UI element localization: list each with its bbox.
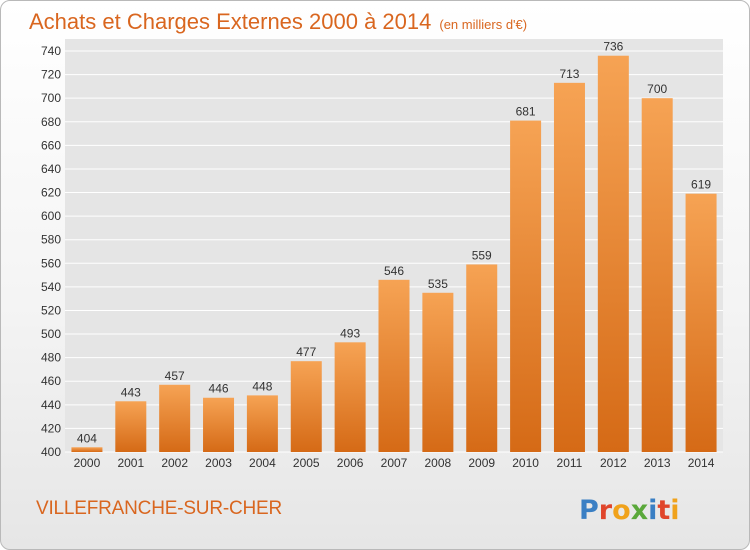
svg-text:Proxiti: Proxiti bbox=[579, 495, 680, 526]
bar-2007 bbox=[378, 279, 410, 452]
chart-title-text: Achats et Charges Externes 2000 à 2014 bbox=[29, 9, 432, 34]
value-label: 713 bbox=[559, 67, 579, 81]
bar-2000 bbox=[71, 447, 103, 452]
x-tick-label: 2008 bbox=[425, 456, 452, 470]
y-tick-label: 720 bbox=[41, 68, 61, 82]
x-tick-label: 2014 bbox=[688, 456, 715, 470]
y-tick-label: 440 bbox=[41, 398, 61, 412]
chart-subtitle: (en milliers d'€) bbox=[439, 17, 528, 32]
y-tick-label: 460 bbox=[41, 374, 61, 388]
value-label: 448 bbox=[252, 379, 272, 393]
x-tick-label: 2002 bbox=[161, 456, 188, 470]
y-tick-label: 560 bbox=[41, 256, 61, 270]
value-label: 477 bbox=[296, 345, 316, 359]
x-tick-label: 2000 bbox=[74, 456, 101, 470]
value-label: 404 bbox=[77, 431, 97, 445]
value-label: 559 bbox=[472, 248, 492, 262]
y-tick-label: 660 bbox=[41, 138, 61, 152]
proxiti-logo: Proxiti bbox=[579, 495, 680, 526]
x-tick-label: 2006 bbox=[337, 456, 364, 470]
value-label: 446 bbox=[209, 382, 229, 396]
x-tick-label: 2012 bbox=[600, 456, 627, 470]
x-tick-label: 2013 bbox=[644, 456, 671, 470]
y-tick-label: 600 bbox=[41, 209, 61, 223]
value-label: 443 bbox=[121, 385, 141, 399]
x-tick-label: 2005 bbox=[293, 456, 320, 470]
y-tick-label: 640 bbox=[41, 162, 61, 176]
bar-2005 bbox=[290, 361, 322, 452]
bar-2012 bbox=[597, 55, 629, 452]
value-labels: 404 443 457 446 448 477 493 546 535 559 681 713 736 7… bbox=[77, 40, 711, 446]
value-label: 457 bbox=[165, 369, 185, 383]
bar-2014 bbox=[685, 193, 717, 453]
value-label: 546 bbox=[384, 264, 404, 278]
value-label: 700 bbox=[647, 82, 667, 96]
bar-2003 bbox=[203, 397, 235, 452]
bar-2011 bbox=[553, 82, 585, 452]
y-tick-label: 540 bbox=[41, 280, 61, 294]
bar-2008 bbox=[422, 292, 454, 452]
x-tick-label: 2004 bbox=[249, 456, 276, 470]
y-tick-label: 740 bbox=[41, 44, 61, 58]
value-label: 619 bbox=[691, 178, 711, 192]
chart-title: Achats et Charges Externes 2000 à 2014 (e… bbox=[29, 9, 527, 35]
bar-2010 bbox=[510, 120, 542, 452]
value-label: 736 bbox=[603, 40, 623, 54]
y-tick-label: 480 bbox=[41, 351, 61, 365]
x-tick-label: 2011 bbox=[557, 456, 583, 470]
y-tick-label: 700 bbox=[41, 91, 61, 105]
x-tick-label: 2007 bbox=[381, 456, 408, 470]
value-label: 681 bbox=[516, 105, 536, 119]
y-tick-label: 620 bbox=[41, 186, 61, 200]
bar-2006 bbox=[334, 342, 366, 452]
bar-2004 bbox=[246, 395, 278, 452]
y-tick-label: 500 bbox=[41, 327, 61, 341]
bar-2002 bbox=[159, 384, 191, 452]
x-tick-label: 2001 bbox=[117, 456, 144, 470]
x-tick-label: 2009 bbox=[468, 456, 495, 470]
bar-2001 bbox=[115, 401, 147, 452]
bars bbox=[71, 55, 717, 453]
y-tick-label: 520 bbox=[41, 303, 61, 317]
bar-2013 bbox=[641, 98, 673, 453]
bar-2009 bbox=[466, 264, 498, 452]
x-tick-labels: 2000 2001 2002 2003 2004 2005 2006 2007 2008 2009… bbox=[74, 456, 715, 470]
commune-name: VILLEFRANCHE-SUR-CHER bbox=[36, 498, 283, 519]
y-tick-label: 580 bbox=[41, 233, 61, 247]
x-tick-label: 2010 bbox=[512, 456, 539, 470]
y-tick-label: 400 bbox=[41, 445, 61, 459]
y-tick-label: 420 bbox=[41, 421, 61, 435]
x-tick-label: 2003 bbox=[205, 456, 232, 470]
value-label: 535 bbox=[428, 277, 448, 291]
y-tick-labels: 400 420 440 460 480 500 520 540 560 580 600 620 640 6… bbox=[41, 44, 61, 459]
value-label: 493 bbox=[340, 326, 360, 340]
y-tick-label: 680 bbox=[41, 115, 61, 129]
